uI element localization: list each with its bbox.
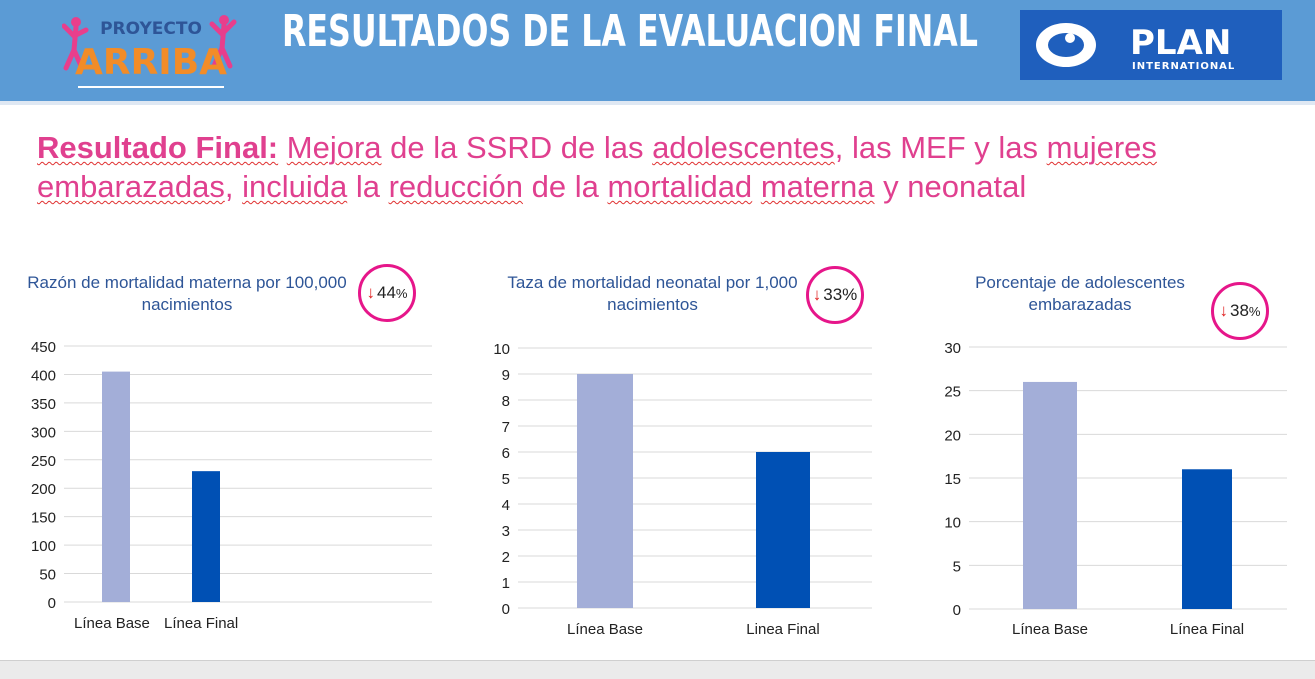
headline-word: reducción — [388, 169, 523, 204]
headline-word: de la SSRD de las — [381, 130, 653, 165]
headline-word — [278, 130, 287, 165]
chart-title: Razón de mortalidad materna por 100,000 … — [27, 273, 347, 314]
bar-linea-base — [577, 374, 633, 608]
badge-unit: % — [395, 285, 408, 301]
y-tick-label: 5 — [953, 558, 961, 575]
headline-word: embarazadas — [37, 169, 225, 204]
logo-left-line1: PROYECTO — [100, 19, 202, 39]
plan-globe-icon — [1036, 23, 1096, 67]
x-tick-label: Línea Base — [74, 615, 150, 632]
y-tick-label: 7 — [502, 419, 510, 436]
headline-word: y neonatal — [874, 169, 1027, 204]
y-tick-label: 1 — [502, 575, 510, 592]
bar-linea-final — [756, 452, 810, 608]
headline-word: , las MEF y las — [834, 130, 1047, 165]
page-title: RESULTADOS DE LA EVALUACION FINAL — [282, 6, 978, 57]
y-tick-label: 30 — [944, 340, 961, 357]
y-tick-label: 150 — [31, 510, 56, 527]
bar-linea-base — [1023, 381, 1077, 609]
y-tick-label: 2 — [502, 549, 510, 566]
arrow-down-icon: ↓ — [812, 285, 822, 304]
y-tick-label: 8 — [502, 393, 510, 410]
headline-word: mujeres — [1046, 130, 1157, 165]
headline-word: mortalidad — [607, 169, 753, 204]
badge-value: 33% — [823, 285, 858, 304]
y-tick-label: 0 — [953, 602, 961, 619]
header-banner: PROYECTO ARRIBA RESULTADOS DE LA EVALUAC… — [0, 0, 1315, 101]
x-tick-label: Línea Final — [164, 615, 238, 632]
chart-pregnant-adolescents: 0 5 10 15 20 25 30 Línea Base Línea Final Porcent… — [905, 262, 1305, 652]
y-tick-label: 3 — [502, 523, 510, 540]
bar-linea-base — [102, 371, 130, 602]
headline-word: , — [224, 169, 243, 204]
reduction-badge: ↓ 38% — [1211, 282, 1269, 340]
y-tick-label: 25 — [944, 384, 961, 401]
y-tick-label: 5 — [502, 471, 510, 488]
x-tick-label: Linea Final — [746, 621, 819, 638]
y-tick-label: 100 — [31, 538, 56, 555]
logo-right-word: PLAN — [1130, 23, 1231, 63]
dancing-figure-left-icon — [62, 17, 89, 71]
y-tick-label: 6 — [502, 445, 510, 462]
y-tick-label: 9 — [502, 367, 510, 384]
y-tick-label: 300 — [31, 424, 56, 441]
bar-linea-final — [192, 471, 220, 602]
y-tick-label: 50 — [39, 567, 56, 584]
y-tick-label: 15 — [944, 471, 961, 488]
reduction-badge: ↓ 44% — [358, 264, 416, 322]
dancing-figure-right-icon — [209, 15, 237, 69]
logo-left-line2: ARRIBA — [75, 42, 227, 83]
headline-text: Mejora de la SSRD de las adolescentes, l… — [37, 130, 1157, 204]
headline-word: de la — [522, 169, 608, 204]
x-tick-label: Línea Base — [567, 621, 643, 638]
reduction-badge: ↓ 33% — [806, 266, 864, 324]
proyecto-arriba-logo: PROYECTO ARRIBA — [62, 15, 237, 88]
chart-title: Porcentaje de adolescentes embarazadas — [975, 273, 1185, 314]
plan-international-logo: PLAN INTERNATIONAL — [1020, 10, 1282, 80]
y-tick-label: 350 — [31, 396, 56, 413]
y-tick-label: 250 — [31, 453, 56, 470]
y-tick-label: 4 — [502, 497, 510, 514]
headline-word: materna — [760, 169, 875, 204]
y-tick-label: 450 — [31, 339, 56, 356]
chart-plot: 0 5 10 15 20 25 30 Línea Base Línea Final — [944, 340, 1287, 638]
y-tick-label: 20 — [944, 427, 961, 444]
headline-word: Mejora — [286, 130, 382, 165]
y-tick-label: 10 — [493, 341, 510, 358]
arrow-down-icon: ↓ — [1219, 301, 1229, 320]
chart-title: Taza de mortalidad neonatal por 1,000 na… — [507, 273, 798, 314]
arrow-down-icon: ↓ — [366, 283, 376, 302]
x-tick-label: Línea Base — [1012, 621, 1088, 638]
headline-word — [752, 169, 761, 204]
y-tick-label: 400 — [31, 367, 56, 384]
badge-unit: % — [1248, 303, 1261, 319]
result-headline: Resultado Final: Mejora de la SSRD de la… — [37, 128, 1297, 206]
bottom-bar — [0, 660, 1315, 679]
badge-value: 38 — [1230, 301, 1249, 320]
logo-right-sub: INTERNATIONAL — [1132, 61, 1235, 72]
y-tick-label: 0 — [502, 601, 510, 618]
headline-label: Resultado Final: — [37, 130, 279, 165]
chart-neonatal-mortality: 0 1 2 3 4 5 6 7 8 9 10 Línea Base Linea Final Taza de… — [470, 262, 872, 652]
headline-word: incluida — [242, 169, 348, 204]
y-tick-label: 200 — [31, 481, 56, 498]
chart-plot: 0 50 100 150 200 250 300 350 400 450 Línea Base Lín… — [31, 339, 432, 632]
headline-word: adolescentes — [652, 130, 835, 165]
headline-word: la — [347, 169, 389, 204]
chart-plot: 0 1 2 3 4 5 6 7 8 9 10 Línea Base Linea Final — [493, 341, 872, 638]
y-tick-label: 0 — [48, 595, 56, 612]
header-divider — [0, 101, 1315, 105]
y-tick-label: 10 — [944, 515, 961, 532]
bar-linea-final — [1182, 469, 1232, 609]
badge-value: 44 — [377, 283, 396, 302]
x-tick-label: Línea Final — [1170, 621, 1244, 638]
chart-maternal-mortality: 0 50 100 150 200 250 300 350 400 450 Línea Base Lín… — [22, 262, 432, 652]
